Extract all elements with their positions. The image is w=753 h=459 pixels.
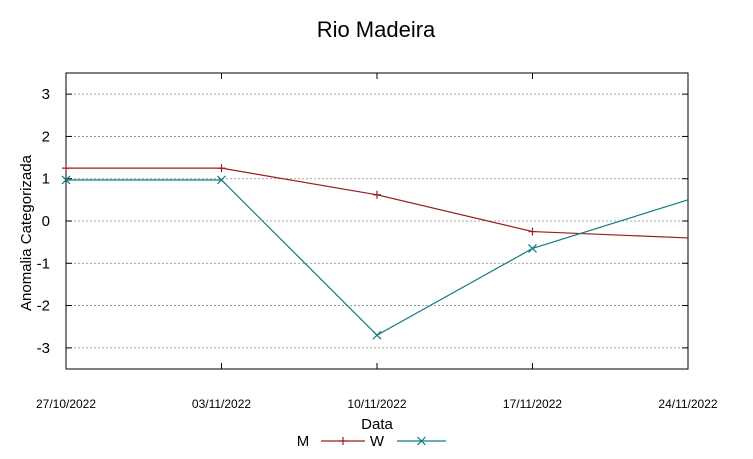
data-point-m bbox=[217, 164, 226, 173]
y-axis-label: Anomalia Categorizada bbox=[18, 154, 35, 311]
data-point-w bbox=[217, 175, 226, 185]
legend-label-w: W bbox=[370, 433, 385, 450]
x-tick-label: 24/11/2022 bbox=[658, 397, 717, 411]
series bbox=[61, 164, 689, 340]
legend-label-m: M bbox=[297, 433, 310, 450]
series-line-w bbox=[66, 179, 689, 336]
x-tick-label: 10/11/2022 bbox=[347, 397, 406, 411]
x-tick-label: 27/10/2022 bbox=[36, 397, 96, 411]
y-axis: -3 -2 -1 0 1 2 3 bbox=[37, 86, 688, 357]
x-tick-label: 17/11/2022 bbox=[503, 397, 562, 411]
x-axis-label: Data bbox=[361, 416, 393, 433]
data-point-m bbox=[373, 190, 381, 199]
y-tick-label: 1 bbox=[42, 171, 50, 188]
data-point-w bbox=[372, 330, 382, 340]
y-tick-label: 0 bbox=[42, 213, 50, 230]
y-tick-label: -3 bbox=[37, 340, 50, 357]
legend-marker-w bbox=[417, 436, 426, 446]
data-point-m bbox=[528, 227, 537, 236]
legend-marker-m bbox=[339, 437, 347, 445]
x-tick-label: 03/11/2022 bbox=[192, 397, 251, 411]
chart-title: Rio Madeira bbox=[317, 17, 436, 42]
x-axis: 27/10/2022 03/11/2022 10/11/2022 17/11/2022… bbox=[36, 73, 718, 411]
data-point-w bbox=[528, 244, 537, 253]
data-point-m bbox=[62, 164, 70, 173]
y-tick-label: -2 bbox=[37, 298, 50, 315]
data-point-w bbox=[61, 175, 71, 185]
y-tick-label: -1 bbox=[37, 255, 50, 272]
grid bbox=[66, 93, 688, 349]
y-tick-label: 2 bbox=[42, 128, 50, 145]
y-tick-label: 3 bbox=[42, 86, 50, 103]
